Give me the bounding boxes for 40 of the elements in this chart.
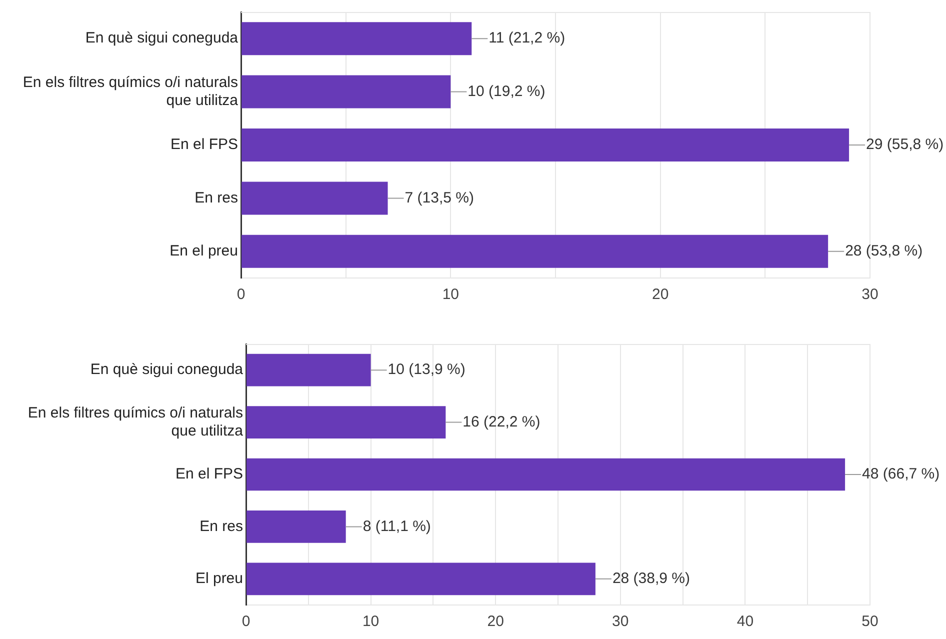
data-label: 29 (55,8 %): [866, 136, 944, 154]
y-tick-label: En res: [200, 518, 243, 535]
data-label: 28 (53,8 %): [845, 242, 923, 260]
y-tick-label: En què sigui coneguda: [85, 30, 239, 47]
bar: [242, 234, 828, 268]
x-tick-label: 30: [862, 286, 878, 304]
data-label: 28 (38,9 %): [612, 570, 690, 588]
y-tick-label: En el preu: [170, 242, 238, 260]
bar: [242, 182, 388, 215]
data-label: 10 (13,9 %): [388, 361, 466, 378]
y-tick-label: El preu: [195, 570, 243, 588]
y-tick-label: En els filtres químics o/i naturals que utilitza: [22, 74, 239, 109]
y-tick-label: En res: [194, 189, 238, 206]
x-tick-label: 30: [612, 613, 629, 630]
x-tick-label: 10: [442, 286, 460, 304]
x-tick-label: 50: [862, 613, 878, 630]
y-tick-label: En què sigui coneguda: [90, 361, 244, 378]
data-label: 16 (22,2 %): [462, 413, 540, 430]
x-tick-label: 40: [736, 613, 754, 630]
bar: [246, 354, 371, 386]
x-tick-label: 20: [652, 286, 669, 304]
bar: [246, 458, 846, 491]
bar: [246, 510, 346, 543]
bar: [242, 75, 451, 108]
bar: [246, 406, 446, 438]
data-label: 48 (66,7 %): [862, 466, 940, 483]
bar: [242, 22, 472, 56]
y-tick-label: En el FPS: [175, 466, 243, 483]
x-tick-label: 10: [362, 613, 380, 630]
x-tick-label: 0: [236, 286, 246, 304]
y-tick-label: En els filtres químics o/i naturals que utilitza: [28, 404, 244, 440]
x-tick-label: 0: [242, 613, 250, 630]
data-label: 11 (21,2 %): [488, 30, 566, 47]
data-label: 8 (11,1 %): [362, 518, 431, 535]
y-tick-label: En el FPS: [170, 136, 238, 154]
data-label: 10 (19,2 %): [468, 82, 546, 100]
data-label: 7 (13,5 %): [404, 189, 474, 206]
x-tick-label: 20: [487, 613, 504, 630]
bar: [246, 562, 596, 596]
bar: [242, 128, 850, 162]
